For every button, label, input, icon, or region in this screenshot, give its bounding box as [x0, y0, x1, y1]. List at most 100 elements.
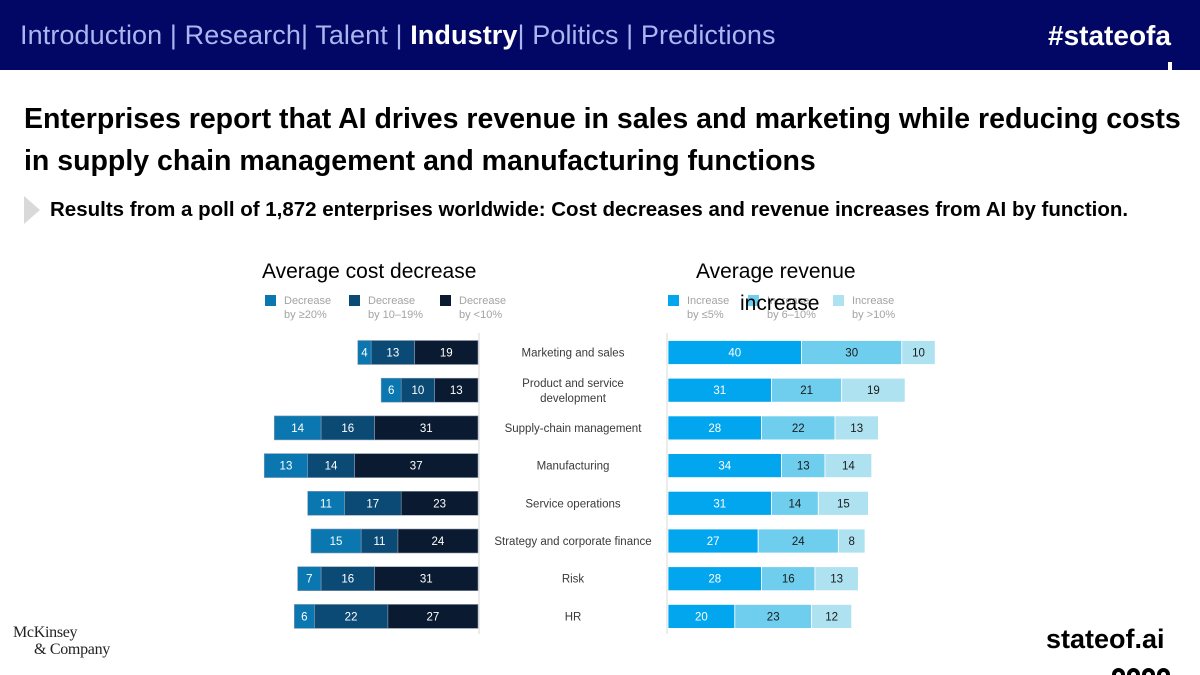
revenue-bar-segment — [667, 490, 772, 516]
legend-swatch — [440, 295, 451, 306]
footer-brand-overflow — [1112, 668, 1176, 675]
cost-bar-label: 14 — [291, 423, 304, 435]
revenue-bar-label: 34 — [718, 461, 731, 473]
revenue-bar-label: 28 — [708, 574, 721, 586]
revenue-bar-segment — [841, 377, 906, 403]
category-label: Product and service — [522, 378, 624, 390]
revenue-bar-segment — [761, 415, 836, 441]
revenue-bar-label: 27 — [707, 536, 720, 548]
cost-bar-segment — [370, 340, 415, 365]
cost-bar-segment — [320, 566, 375, 592]
subtitle-text: Results from a poll of 1,872 enterprises… — [50, 198, 1129, 221]
nav-item-predictions[interactable]: Predictions — [640, 20, 776, 50]
revenue-chart-title-line1: Average revenue — [696, 260, 856, 283]
cost-bar-label: 6 — [388, 385, 394, 397]
cost-bar-label: 27 — [427, 611, 440, 623]
cost-bar-label: 7 — [306, 574, 312, 586]
cost-bar-segment — [374, 566, 479, 592]
revenue-bar-segment — [761, 566, 816, 592]
cost-bar-label: 11 — [320, 498, 332, 510]
revenue-bar-segment — [667, 340, 803, 365]
nav-separator: | — [162, 20, 185, 50]
revenue-chart-title-line2: increase — [740, 292, 820, 315]
cost-bar-label: 13 — [280, 461, 293, 473]
cost-chart-title: Average cost decrease — [262, 260, 477, 283]
revenue-bar-label: 31 — [713, 385, 726, 397]
nav-item-politics[interactable]: Politics — [532, 20, 619, 50]
category-label: Marketing and sales — [522, 348, 625, 360]
nav-item-introduction[interactable]: Introduction — [20, 20, 163, 50]
revenue-bar-segment — [757, 528, 839, 554]
revenue-bar-segment — [837, 528, 866, 554]
legend-label: Decrease by ≥20% — [284, 295, 332, 321]
cost-bar-segment — [307, 453, 355, 478]
logo-line2: & Company — [34, 641, 110, 658]
category-label: Service operations — [525, 498, 620, 510]
hashtag: #stateofa — [1048, 20, 1171, 51]
section-nav: Introduction | Research| Talent | Indust… — [20, 20, 776, 51]
nav-separator: | — [300, 20, 316, 50]
category-label: Manufacturing — [537, 461, 610, 473]
cost-bar-label: 14 — [325, 461, 338, 473]
cost-bar-label: 15 — [330, 536, 343, 548]
cost-bar-segment — [344, 490, 402, 516]
cost-bar-segment — [400, 490, 479, 516]
cost-bar-segment — [263, 453, 308, 478]
revenue-bar-segment — [814, 566, 859, 592]
cost-bar-label: 13 — [386, 348, 399, 360]
cost-bar-label: 13 — [450, 385, 463, 397]
revenue-bar-segment — [817, 490, 869, 516]
revenue-bar-label: 13 — [797, 461, 810, 473]
revenue-bar-label: 23 — [767, 611, 780, 623]
cost-bar-label: 22 — [345, 611, 358, 623]
cost-bar-label: 11 — [373, 536, 385, 548]
legend-swatch — [349, 295, 360, 306]
revenue-bar-label: 16 — [782, 574, 795, 586]
nav-item-industry[interactable]: Industry — [410, 20, 518, 50]
nav-item-research[interactable]: Research — [184, 20, 301, 50]
revenue-bar-label: 14 — [842, 461, 855, 473]
nav-item-talent[interactable]: Talent — [315, 20, 388, 50]
cost-bar-segment — [297, 566, 322, 592]
mckinsey-logo: McKinsey & Company — [13, 624, 110, 658]
cost-bar-label: 16 — [341, 574, 354, 586]
bullet-arrow-icon — [24, 196, 40, 224]
cost-bar-segment — [380, 377, 402, 403]
revenue-bar-segment — [901, 340, 936, 365]
page-title: Enterprises report that AI drives revenu… — [24, 103, 1181, 177]
cost-bar-label: 31 — [420, 423, 433, 435]
revenue-bar-label: 24 — [792, 536, 805, 548]
revenue-bar-segment — [667, 377, 772, 403]
legend-swatch — [833, 295, 844, 306]
cost-bar-segment — [273, 415, 322, 441]
cost-bar-segment — [314, 604, 389, 629]
revenue-bar-label: 30 — [845, 348, 858, 360]
header-bar: Introduction | Research| Talent | Indust… — [0, 0, 1200, 70]
cost-bar-label: 31 — [420, 574, 433, 586]
cost-bar-segment — [310, 528, 362, 554]
legend-label: Increase by >10% — [852, 295, 896, 321]
legend-label: Decrease by 10–19% — [368, 295, 424, 321]
nav-separator: | — [517, 20, 533, 50]
cost-bar-label: 4 — [361, 348, 368, 360]
nav-separator: | — [387, 20, 411, 50]
revenue-bar-label: 31 — [713, 498, 726, 510]
revenue-bar-segment — [801, 340, 903, 365]
cost-bar-segment — [357, 340, 372, 365]
revenue-bar-label: 10 — [912, 348, 925, 360]
revenue-bar-label: 15 — [837, 498, 850, 510]
cost-bar-segment — [354, 453, 479, 478]
cost-bar-label: 23 — [433, 498, 446, 510]
revenue-bar-segment — [811, 604, 853, 629]
legend-label: Decrease by <10% — [459, 295, 507, 321]
revenue-bar-segment — [667, 453, 782, 479]
cost-bar-segment — [400, 377, 435, 403]
category-label: Supply-chain management — [505, 423, 643, 435]
chart-subtitle: Results from a poll of 1,872 enterprises… — [24, 194, 1184, 226]
legend-swatch — [265, 295, 276, 306]
revenue-bar-segment — [771, 377, 843, 403]
legend-label: Increase by ≤5% — [687, 295, 730, 321]
revenue-bar-label: 22 — [792, 423, 805, 435]
revenue-bar-label: 12 — [825, 611, 838, 623]
revenue-bar-segment — [667, 566, 762, 592]
